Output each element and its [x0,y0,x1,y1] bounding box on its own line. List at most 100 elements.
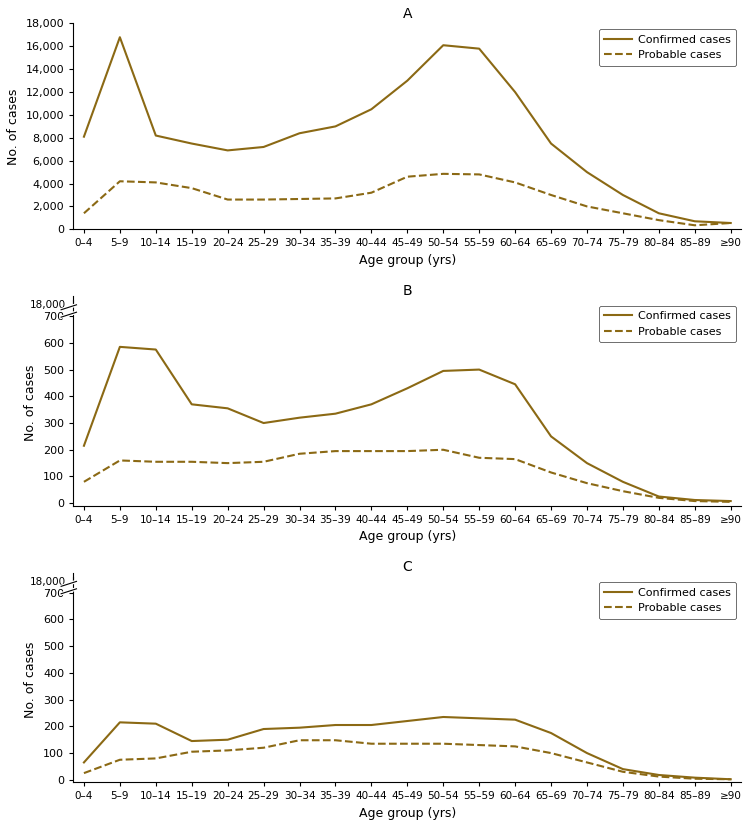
Confirmed cases [152,719,160,729]
Probable cases [80,768,88,778]
Probable cases [152,457,160,466]
Probable cases [295,449,304,459]
X-axis label: Age group (yrs): Age group (yrs) [358,254,456,267]
Probable cases [690,774,699,784]
Confirmed cases [726,218,735,228]
Confirmed cases [331,122,340,131]
Confirmed cases [475,44,484,54]
Probable cases [511,178,520,188]
Probable cases [654,493,663,503]
Probable cases [439,169,448,179]
Confirmed cases [511,87,520,97]
Probable cases [439,739,448,748]
Title: B: B [403,284,412,298]
Probable cases [654,772,663,782]
Confirmed cases [367,399,376,409]
Confirmed cases [80,441,88,451]
Confirmed cases [726,774,735,784]
Probable cases [619,767,628,777]
Confirmed cases [547,139,556,149]
Confirmed cases [439,41,448,50]
Confirmed cases [80,758,88,767]
Confirmed cases [331,409,340,418]
Confirmed cases [188,399,196,409]
Probable cases [152,753,160,763]
Confirmed cases [619,477,628,487]
Probable cases [367,188,376,198]
Confirmed cases [403,76,412,86]
Probable cases [726,774,735,784]
Confirmed cases [619,764,628,774]
Probable cases [511,454,520,464]
Probable cases [583,202,592,212]
Confirmed cases [547,432,556,442]
Legend: Confirmed cases, Probable cases: Confirmed cases, Probable cases [598,582,736,619]
Confirmed cases [259,724,268,734]
Confirmed cases [188,736,196,746]
Confirmed cases [80,131,88,141]
Confirmed cases [295,723,304,733]
Probable cases [654,215,663,225]
Probable cases [547,190,556,200]
Probable cases [188,747,196,757]
Confirmed cases [619,190,628,200]
Confirmed cases [654,208,663,218]
Probable cases [403,739,412,748]
Probable cases [583,758,592,767]
Confirmed cases [295,128,304,138]
Confirmed cases [116,717,124,727]
Confirmed cases [152,345,160,355]
Confirmed cases [475,714,484,724]
Confirmed cases [511,715,520,724]
Confirmed cases [116,32,124,42]
Confirmed cases [583,458,592,468]
Probable cases [475,170,484,179]
Confirmed cases [726,496,735,506]
Confirmed cases [224,404,232,414]
Probable cases [547,467,556,477]
Line: Confirmed cases: Confirmed cases [84,37,730,223]
Probable cases [403,446,412,456]
Probable cases [224,458,232,468]
Confirmed cases [259,418,268,428]
Probable cases [331,194,340,203]
Probable cases [726,497,735,507]
Probable cases [116,456,124,466]
Probable cases [367,739,376,748]
Confirmed cases [331,720,340,730]
Confirmed cases [224,734,232,744]
Confirmed cases [690,495,699,505]
Confirmed cases [654,770,663,780]
X-axis label: Age group (yrs): Age group (yrs) [358,807,456,820]
Confirmed cases [439,366,448,376]
Probable cases [439,445,448,455]
Confirmed cases [403,384,412,394]
Line: Probable cases: Probable cases [84,174,730,225]
Probable cases [475,740,484,750]
Title: A: A [403,7,412,21]
Probable cases [80,208,88,218]
Probable cases [188,457,196,466]
Confirmed cases [259,142,268,152]
Confirmed cases [152,131,160,141]
Text: 18,000: 18,000 [30,576,66,586]
Probable cases [690,220,699,230]
Confirmed cases [511,380,520,390]
Probable cases [331,735,340,745]
Confirmed cases [403,716,412,726]
Confirmed cases [116,342,124,351]
Line: Probable cases: Probable cases [84,740,730,779]
X-axis label: Age group (yrs): Age group (yrs) [358,530,456,543]
Probable cases [547,748,556,758]
Probable cases [152,178,160,188]
Probable cases [619,208,628,218]
Probable cases [188,183,196,193]
Probable cases [690,496,699,506]
Probable cases [295,194,304,204]
Legend: Confirmed cases, Probable cases: Confirmed cases, Probable cases [598,29,736,65]
Text: 18,000: 18,000 [30,300,66,310]
Confirmed cases [583,748,592,758]
Probable cases [331,446,340,456]
Probable cases [80,477,88,487]
Confirmed cases [475,365,484,375]
